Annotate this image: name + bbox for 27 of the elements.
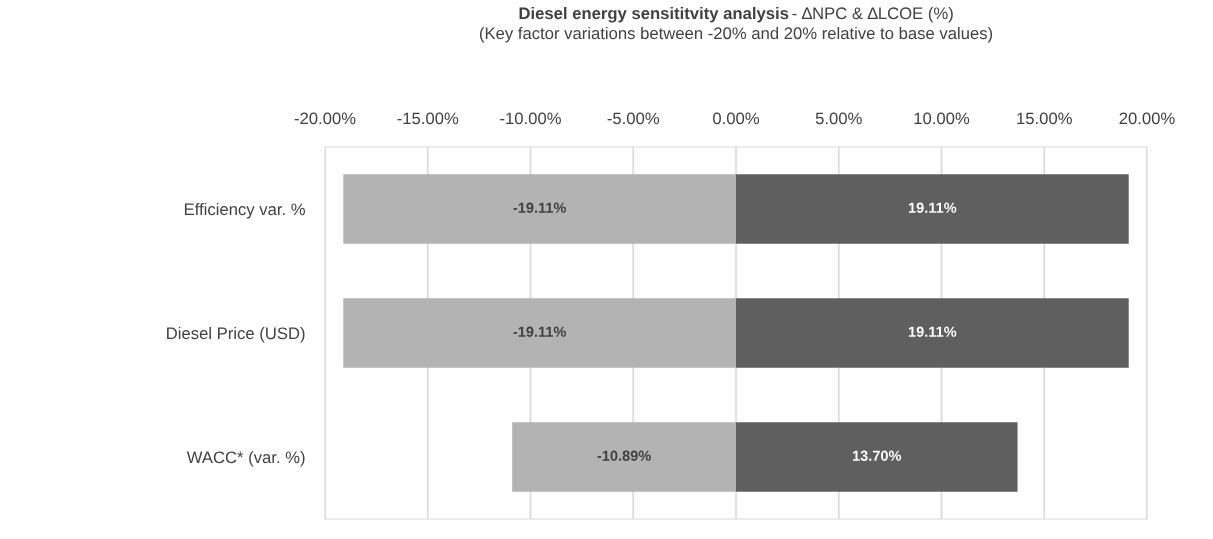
y-tick-label: WACC* (var. %) [186,450,305,467]
text: (Key factor variations between -20% and 20% relative to base values) [479,26,993,43]
bar [343,298,736,368]
data-label: 13.70% [852,450,902,461]
data-label: 19.11% [908,202,957,213]
bar [736,174,1129,244]
y-tick-label: Efficiency var. % [184,202,305,219]
x-tick-label: -20.00% [294,112,356,125]
bar [343,174,736,244]
x-tick-label: -10.00% [500,112,561,125]
chart-subtitle: - ∆NPC & ∆LCOE (%) [792,6,953,23]
x-tick-label: -5.00% [607,112,660,125]
chart-title: Diesel energy sensititvity analysis [519,6,789,23]
bar [736,422,1018,492]
bar [512,422,736,492]
y-tick-label: Diesel Price (USD) [167,326,305,343]
data-label: -10.89% [597,450,651,461]
data-label: -19.11% [513,202,567,213]
x-tick-label: 5.00% [815,112,862,125]
data-label: 19.11% [908,326,957,337]
bar [736,298,1129,368]
x-tick-label: 10.00% [914,112,970,125]
data-label: -19.11% [513,326,567,337]
x-tick-label: -15.00% [397,112,459,125]
x-tick-label: 15.00% [1017,112,1072,125]
x-tick-label: 0.00% [713,112,760,125]
x-tick-label: 20.00% [1119,112,1175,125]
